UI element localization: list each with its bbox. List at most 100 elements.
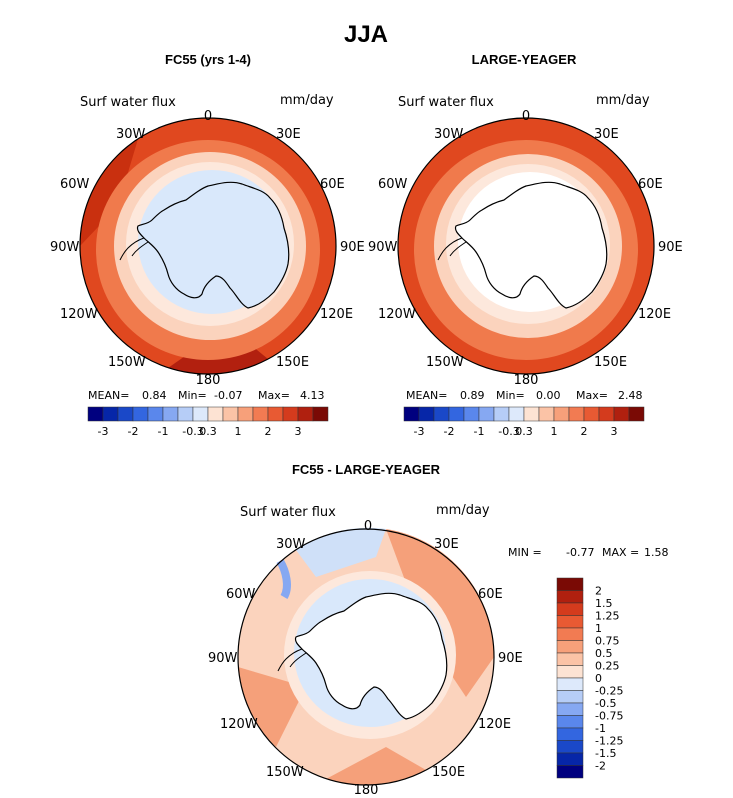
panel1-max-label: Max=	[258, 389, 290, 402]
colorbar-tick-label: -0.3	[182, 425, 203, 438]
panel1-lon-120w: 120W	[60, 307, 98, 322]
colorbar-tick-label: -2	[595, 760, 606, 773]
panel1-max-value: 4.13	[300, 389, 325, 402]
colorbar-tick-label: -0.75	[595, 710, 623, 723]
panel2-lon-150w: 150W	[426, 355, 464, 370]
colorbar-cell-5	[162, 406, 179, 422]
colorbar-cell-5	[478, 406, 495, 422]
colorbar-cell-3	[132, 406, 149, 422]
panel1-lon-90e: 90E	[340, 240, 365, 255]
panel1-mean-label: MEAN=	[88, 389, 129, 402]
colorbar-cell-10	[237, 406, 254, 422]
panel3-lon-120w: 120W	[220, 717, 258, 732]
panel1-lon-30e: 30E	[276, 127, 301, 142]
panel2-lon-90e: 90E	[658, 240, 683, 255]
panel3-lon-labels: 0 30E 60E 90E 120E 150E 180 150W 120W 90…	[208, 519, 523, 798]
panel2-field-label: Surf water flux	[398, 95, 494, 110]
panel3-lon-150w: 150W	[266, 765, 304, 780]
colorbar-cell-4	[556, 627, 584, 641]
panel3-lon-30w: 30W	[276, 537, 306, 552]
panel3-negative-patch	[276, 558, 291, 600]
colorbar-cell-6	[493, 406, 510, 422]
colorbar-cell-0	[556, 577, 584, 591]
panel2-max-label: Max=	[576, 389, 608, 402]
panel3-lon-90w: 90W	[208, 651, 238, 666]
panel2-map	[397, 117, 655, 375]
colorbar-cell-11	[556, 715, 584, 729]
colorbar-cell-5	[556, 640, 584, 654]
colorbar-cell-9	[556, 690, 584, 704]
colorbar-tick-label: 2	[581, 425, 588, 438]
colorbar-cell-15	[556, 765, 584, 779]
panel1-lon-60w: 60W	[60, 177, 90, 192]
colorbar-tick-label: 0.3	[199, 425, 217, 438]
panel2-lon-120e: 120E	[638, 307, 671, 322]
panel1-map	[79, 117, 337, 375]
panel1-lon-labels: 0 30E 60E 90E 120E 150E 180 150W 120W 90…	[50, 109, 365, 388]
colorbar-cell-12	[583, 406, 600, 422]
colorbar-tick-label: 0.3	[515, 425, 533, 438]
colorbar-tick-label: 0.5	[595, 647, 613, 660]
colorbar-cell-7	[192, 406, 209, 422]
colorbar-tick-label: 0	[595, 672, 602, 685]
panel-difference: FC55 - LARGE-YEAGER Surf water flux mm/d…	[208, 462, 669, 798]
colorbar-tick-label: 1	[235, 425, 242, 438]
panel1-min-label: Min=	[178, 389, 207, 402]
panel3-max-label: MAX =	[602, 546, 639, 559]
panel3-lon-30e: 30E	[434, 537, 459, 552]
panel1-lon-120e: 120E	[320, 307, 353, 322]
colorbar-cell-13	[282, 406, 299, 422]
panel3-map-border	[237, 528, 495, 786]
panel1-mean-value: 0.84	[142, 389, 167, 402]
colorbar-cell-13	[556, 740, 584, 754]
colorbar-tick-label: 2	[595, 585, 602, 598]
panel2-colorbar-ticks: -3 -2 -1 -0.30.3 1 2 3	[414, 425, 618, 438]
colorbar-tick-label: 1.25	[595, 610, 620, 623]
panel2-stats: MEAN= 0.89 Min= 0.00 Max= 2.48	[406, 389, 643, 402]
main-title: JJA	[344, 21, 388, 48]
panel2-lon-60w: 60W	[378, 177, 408, 192]
colorbar-cell-3	[556, 615, 584, 629]
panel2-min-label: Min=	[496, 389, 525, 402]
panel1-lon-180: 180	[196, 373, 221, 388]
panel3-colorbar	[556, 577, 584, 779]
colorbar-cell-2	[556, 602, 584, 616]
colorbar-tick-label: -0.25	[595, 685, 623, 698]
panel2-max-value: 2.48	[618, 389, 643, 402]
colorbar-cell-2	[117, 406, 134, 422]
panel3-min-label: MIN =	[508, 546, 542, 559]
colorbar-tick-label: -3	[414, 425, 425, 438]
panel1-lon-30w: 30W	[116, 127, 146, 142]
colorbar-tick-label: 1	[551, 425, 558, 438]
panel1-lon-0: 0	[204, 109, 212, 124]
colorbar-cell-6	[177, 406, 194, 422]
panel3-lon-0: 0	[364, 519, 372, 534]
panel1-colorbar-ticks: -3 -2 -1 -0.30.3 1 2 3	[98, 425, 302, 438]
panel2-lon-150e: 150E	[594, 355, 627, 370]
panel3-positive-south	[326, 747, 426, 786]
panel2-lon-30e: 30E	[594, 127, 619, 142]
panel1-field-label: Surf water flux	[80, 95, 176, 110]
colorbar-tick-label: -0.3	[498, 425, 519, 438]
colorbar-cell-10	[556, 702, 584, 716]
panel3-lon-60e: 60E	[478, 587, 503, 602]
panel2-lon-0: 0	[522, 109, 530, 124]
panel2-lon-120w: 120W	[378, 307, 416, 322]
panel1-map-border	[79, 117, 337, 375]
panel2-mean-label: MEAN=	[406, 389, 447, 402]
colorbar-tick-label: -1	[474, 425, 485, 438]
colorbar-tick-label: -1	[595, 722, 606, 735]
colorbar-cell-7	[556, 665, 584, 679]
panel2-lon-60e: 60E	[638, 177, 663, 192]
panel1-lon-60e: 60E	[320, 177, 345, 192]
colorbar-cell-1	[102, 406, 119, 422]
colorbar-cell-9	[222, 406, 239, 422]
panel1-hotspot-west	[80, 139, 138, 246]
panel1-units: mm/day	[280, 93, 334, 108]
panel3-title: FC55 - LARGE-YEAGER	[292, 462, 441, 477]
panel1-lon-150e: 150E	[276, 355, 309, 370]
panel2-mean-value: 0.89	[460, 389, 485, 402]
colorbar-cell-8	[556, 677, 584, 691]
panel3-lon-150e: 150E	[432, 765, 465, 780]
colorbar-cell-7	[508, 406, 525, 422]
